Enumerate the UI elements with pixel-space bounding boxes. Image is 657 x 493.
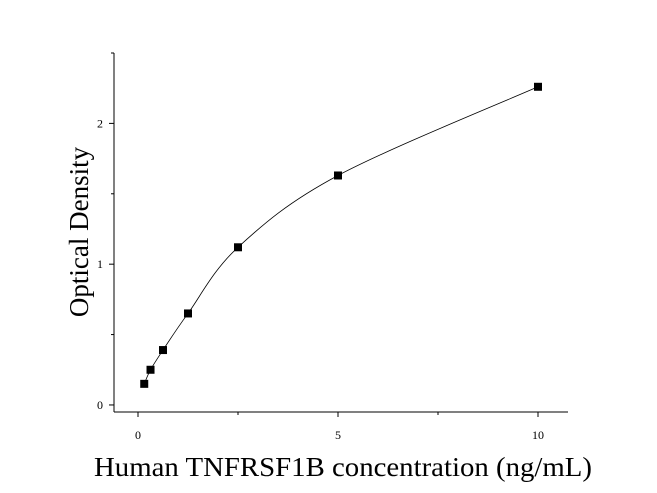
axes: [113, 53, 568, 413]
data-point: [159, 346, 167, 355]
x-tick-label: 0: [135, 428, 141, 442]
y-axis-title: Optical Density: [64, 146, 94, 317]
x-tick-label: 10: [532, 428, 544, 442]
tick-labels: 0 5 10 0 1 2: [97, 116, 544, 442]
data-point: [140, 379, 149, 388]
data-points: [140, 82, 542, 388]
y-tick-label: 0: [97, 398, 103, 412]
data-point: [184, 309, 192, 318]
x-tick-label: 5: [335, 428, 341, 442]
data-point: [234, 243, 242, 252]
fit-curve: [143, 86, 539, 385]
data-point: [334, 171, 342, 180]
y-tick-label: 1: [97, 257, 103, 271]
x-axis-title: Human TNFRSF1B concentration (ng/mL): [94, 452, 592, 482]
data-point: [146, 365, 155, 374]
y-tick-label: 2: [97, 116, 103, 130]
data-point: [534, 82, 542, 91]
ticks: [109, 52, 539, 417]
